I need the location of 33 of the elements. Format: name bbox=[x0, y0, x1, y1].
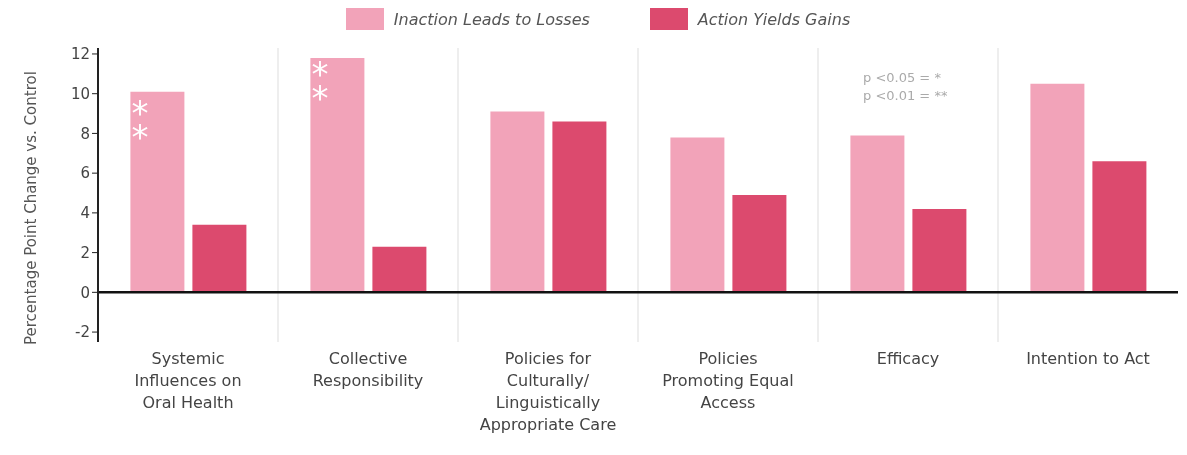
bar bbox=[310, 57, 365, 293]
bar bbox=[850, 135, 905, 293]
bar bbox=[732, 195, 787, 293]
annotation: ** bbox=[131, 93, 149, 158]
x-tick-label: Efficacy bbox=[876, 349, 940, 368]
bar bbox=[1092, 161, 1147, 293]
x-tick-label: Policies Promoting Equal Access bbox=[662, 349, 794, 412]
bar bbox=[490, 111, 545, 293]
legend-label: Action Yields Gains bbox=[697, 9, 851, 29]
bar bbox=[192, 224, 247, 293]
y-axis-title: Percentage Point Change vs. Control bbox=[22, 71, 41, 345]
bar bbox=[912, 208, 967, 293]
y-tick-label: 8 bbox=[80, 124, 90, 143]
x-tick-label: Collective Responsibility bbox=[312, 349, 424, 390]
annotation: p <0.01 = ** bbox=[863, 88, 948, 103]
bar bbox=[670, 137, 725, 293]
bar bbox=[1030, 83, 1085, 293]
y-tick-label: -2 bbox=[75, 323, 90, 342]
y-tick-label: 0 bbox=[80, 283, 90, 302]
y-tick-label: 12 bbox=[70, 45, 90, 64]
bar bbox=[130, 91, 185, 293]
x-tick-label: Policies for Culturally/Linguistically Appropriate Care bbox=[479, 349, 617, 434]
y-tick-label: 6 bbox=[80, 164, 90, 183]
y-tick-label: 2 bbox=[80, 243, 90, 262]
annotation: p <0.05 = * bbox=[863, 70, 941, 85]
x-tick-label: Intention to Act bbox=[1026, 349, 1150, 368]
bar bbox=[552, 121, 607, 293]
bar bbox=[372, 246, 427, 293]
annotation: ** bbox=[311, 53, 329, 118]
y-tick-label: 4 bbox=[80, 204, 90, 223]
x-tick-label: Systemic Influences on Oral Health bbox=[134, 349, 242, 412]
y-tick-label: 10 bbox=[70, 85, 90, 104]
legend-label: Inaction Leads to Losses bbox=[393, 9, 590, 29]
